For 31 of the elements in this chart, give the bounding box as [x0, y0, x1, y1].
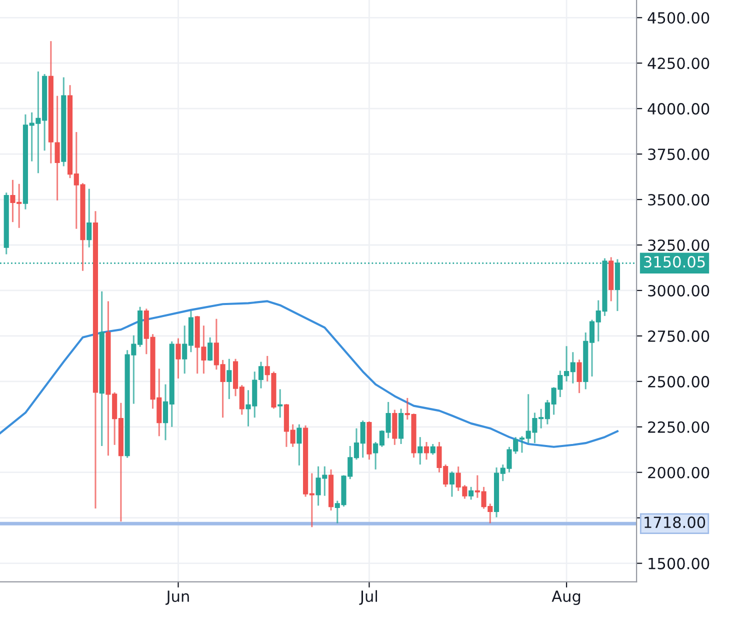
- candlestick: [424, 441, 430, 460]
- candlestick: [418, 436, 423, 466]
- candlestick: [468, 486, 474, 500]
- candlestick: [176, 338, 181, 380]
- candlestick: [86, 188, 92, 248]
- y-tick-label: 4000.00: [648, 103, 710, 115]
- x-tick-label: Jul: [359, 590, 377, 605]
- y-tick-label: 3750.00: [648, 148, 710, 160]
- ref-line-label: 3150.05: [644, 256, 705, 268]
- line-series: [0, 300, 619, 448]
- ref-line-label: 1718.00: [644, 516, 706, 528]
- x-tick-label: Aug: [552, 590, 580, 605]
- candlestick: [449, 470, 454, 498]
- y-tick-label: 2000.00: [648, 466, 710, 478]
- x-tick-label: Jun: [166, 590, 189, 605]
- y-tick-label: 2750.00: [648, 330, 710, 342]
- candlestick: [430, 443, 436, 456]
- y-tick-label: 4500.00: [648, 12, 710, 24]
- candlestick: [226, 358, 232, 400]
- candlestick: [258, 361, 264, 390]
- y-tick-label: 2500.00: [648, 376, 710, 388]
- candlestick: [278, 388, 283, 418]
- y-tick-label: 3000.00: [648, 284, 710, 296]
- y-tick-label: 1500.00: [648, 558, 710, 570]
- y-tick-label: 2250.00: [648, 421, 710, 433]
- y-tick-label: 3500.00: [648, 194, 710, 206]
- y-tick-label: 4250.00: [648, 58, 710, 70]
- candlestick: [576, 358, 582, 394]
- candlestick: [208, 336, 213, 362]
- y-tick-label: 3250.00: [648, 239, 710, 252]
- candlestick: [296, 424, 302, 466]
